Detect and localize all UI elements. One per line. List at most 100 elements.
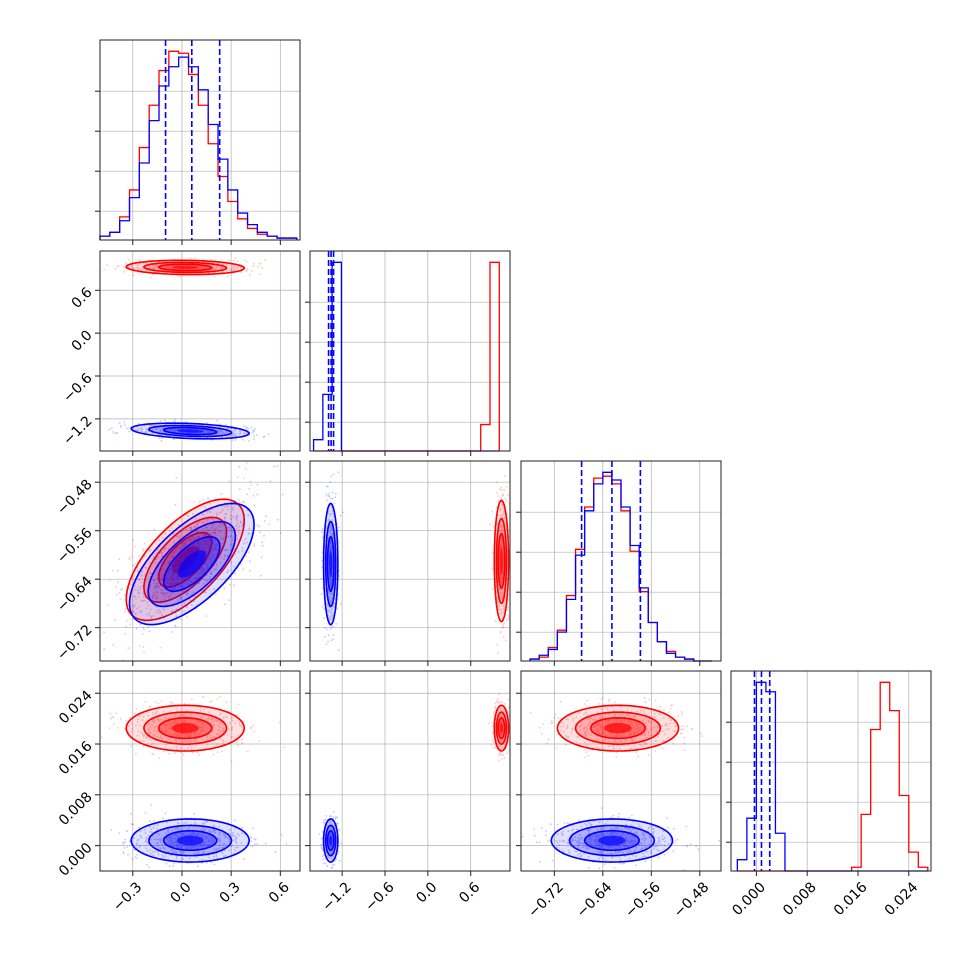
- sample-point: [252, 827, 255, 830]
- sample-point: [502, 572, 504, 575]
- density-contour: [493, 499, 510, 623]
- sample-point: [232, 266, 235, 269]
- sample-point: [223, 432, 225, 434]
- sample-point: [187, 539, 189, 542]
- sample-point: [187, 546, 190, 549]
- sample-point: [223, 519, 226, 522]
- sample-point: [156, 265, 158, 267]
- sample-point: [332, 612, 335, 614]
- sample-point: [207, 843, 210, 846]
- sample-point: [174, 429, 177, 432]
- sample-point: [223, 842, 225, 845]
- sample-point: [160, 430, 163, 433]
- sample-point: [171, 702, 174, 704]
- sample-point: [171, 839, 173, 842]
- sample-point: [200, 738, 203, 741]
- sample-point: [215, 565, 218, 568]
- sample-point: [328, 492, 331, 495]
- sample-point: [176, 828, 179, 830]
- sample-point: [159, 611, 161, 614]
- sample-point: [212, 556, 214, 558]
- sample-point: [132, 837, 135, 840]
- sample-point: [192, 543, 195, 546]
- sample-point: [193, 826, 196, 828]
- sample-point: [222, 263, 225, 266]
- sample-point: [203, 533, 206, 535]
- sample-point: [168, 716, 171, 719]
- sample-point: [203, 429, 206, 432]
- sample-point: [138, 269, 141, 271]
- sample-point: [136, 607, 138, 610]
- sample-point: [501, 576, 504, 579]
- sample-point: [208, 431, 210, 434]
- sample-point: [138, 846, 141, 848]
- sample-point: [499, 510, 502, 512]
- sample-point: [328, 634, 330, 637]
- density-fill: [499, 547, 504, 575]
- sample-point: [253, 545, 256, 547]
- sample-point: [183, 609, 185, 612]
- sample-point: [176, 609, 179, 611]
- sample-point: [249, 569, 251, 572]
- sample-point: [182, 715, 185, 717]
- sample-point: [213, 568, 216, 571]
- sample-point: [500, 579, 503, 582]
- sample-point: [228, 526, 231, 529]
- sample-point: [227, 536, 230, 538]
- sample-point: [497, 607, 500, 609]
- sample-point: [220, 267, 223, 270]
- sample-point: [146, 581, 149, 583]
- sample-point: [330, 532, 333, 534]
- sample-point: [190, 537, 192, 540]
- sample-point: [500, 539, 503, 541]
- sample-point: [213, 863, 216, 866]
- sample-point: [180, 530, 182, 532]
- sample-point: [157, 427, 160, 429]
- sample-point: [161, 854, 164, 857]
- sample-point: [136, 854, 138, 856]
- sample-point: [328, 595, 331, 598]
- sample-point: [320, 578, 323, 580]
- sample-point: [217, 543, 219, 545]
- sample-point: [186, 846, 188, 848]
- sample-point: [175, 535, 178, 537]
- sample-point: [154, 264, 156, 266]
- sample-point: [504, 598, 507, 601]
- sample-point: [183, 578, 186, 581]
- sample-point: [189, 846, 191, 849]
- sample-point: [236, 837, 238, 839]
- sample-point: [498, 759, 500, 762]
- sample-point: [246, 750, 249, 753]
- sample-point: [132, 539, 135, 542]
- sample-point: [146, 625, 149, 628]
- sample-point: [208, 538, 211, 541]
- sample-point: [128, 557, 131, 559]
- sample-point: [168, 572, 171, 574]
- sample-point: [196, 834, 199, 837]
- sample-point: [328, 598, 331, 601]
- sample-point: [168, 840, 171, 843]
- sample-point: [222, 833, 225, 836]
- sample-point: [326, 609, 329, 611]
- sample-point: [135, 842, 138, 844]
- sample-point: [141, 585, 144, 588]
- sample-point: [328, 495, 331, 498]
- sample-point: [177, 576, 179, 579]
- sample-point: [500, 486, 503, 489]
- sample-point: [180, 732, 183, 735]
- sample-point: [204, 540, 207, 542]
- sample-point: [199, 547, 202, 549]
- sample-point: [211, 842, 214, 844]
- sample-point: [200, 726, 202, 729]
- sample-point: [182, 720, 184, 723]
- sample-point: [212, 855, 215, 858]
- sample-point: [501, 494, 504, 497]
- sample-point: [165, 581, 167, 583]
- sample-point: [146, 601, 149, 604]
- sample-point: [191, 844, 194, 847]
- sample-point: [329, 627, 332, 630]
- sample-point: [115, 432, 117, 435]
- sample-point: [499, 597, 502, 600]
- sample-point: [222, 855, 225, 858]
- sample-point: [206, 266, 209, 269]
